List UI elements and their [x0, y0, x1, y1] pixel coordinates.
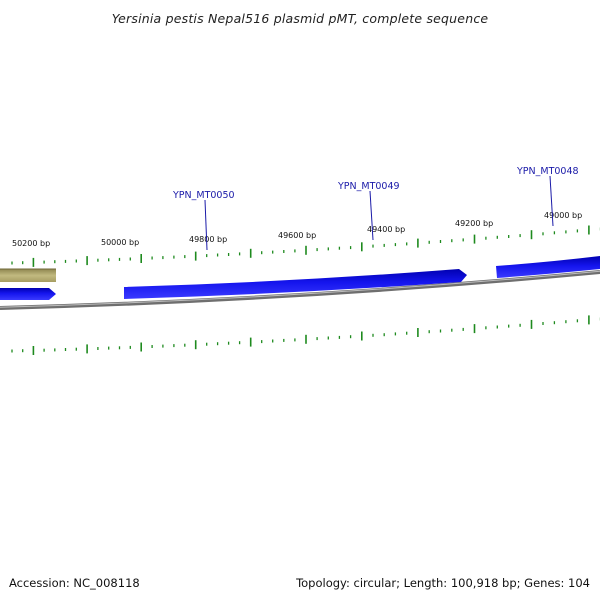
gene-leader-line	[369, 190, 374, 241]
gene-arrow	[124, 269, 467, 299]
position-label: 49200 bp	[455, 219, 493, 228]
gene-arrow	[0, 288, 56, 300]
position-label: 49400 bp	[367, 225, 405, 234]
position-label: 49600 bp	[278, 231, 316, 240]
position-label: 50200 bp	[12, 239, 50, 248]
gene-arrow	[496, 256, 600, 278]
gene-leader-line	[204, 199, 208, 251]
inner-tick-marks	[11, 315, 600, 355]
accession-text: Accession: NC_008118	[9, 576, 140, 590]
outer-tick-marks	[11, 225, 600, 267]
gene-leader-line	[549, 175, 554, 227]
map-title: Yersinia pestis Nepal516 plasmid pMT, co…	[111, 11, 489, 26]
feature-bar	[0, 269, 56, 282]
sequence-summary: Topology: circular; Length: 100,918 bp; …	[296, 576, 590, 590]
gene-label-ypn-mt0048: YPN_MT0048	[516, 166, 579, 177]
backbone-ring	[0, 270, 600, 310]
position-label: 50000 bp	[101, 238, 139, 247]
gene-label-ypn-mt0049: YPN_MT0049	[337, 181, 400, 192]
position-label: 49000 bp	[544, 211, 582, 220]
position-label: 49800 bp	[189, 235, 227, 244]
gene-label-ypn-mt0050: YPN_MT0050	[172, 190, 235, 201]
